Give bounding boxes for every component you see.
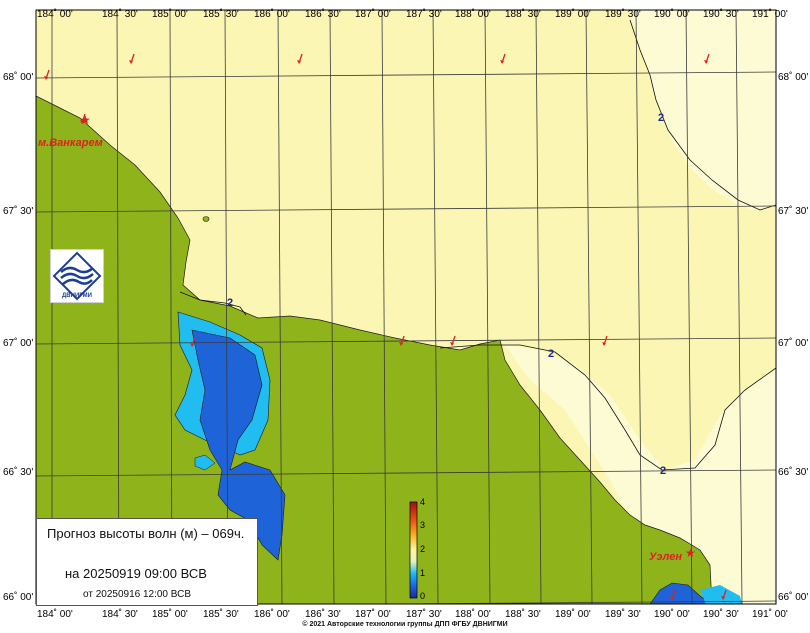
svg-text:67˚ 00': 67˚ 00' [3,337,33,349]
svg-text:68˚ 00': 68˚ 00' [778,71,808,83]
svg-text:185˚ 30': 185˚ 30' [203,8,239,20]
svg-text:66˚ 30': 66˚ 30' [778,466,808,478]
svg-text:191˚ 00': 191˚ 00' [752,608,788,620]
colorbar-tick: 4 [420,497,425,507]
strait-water-light [700,585,742,604]
place-label-uelen: Уэлен [649,551,682,563]
wave-contour-2 [629,19,776,211]
longitude-labels-top: 184˚ 00' 184˚ 30' 185˚ 00' 185˚ 30' 186˚… [37,8,788,20]
svg-text:189˚ 30': 189˚ 30' [605,608,641,620]
svg-text:186˚ 00': 186˚ 00' [254,8,290,20]
dvnigmi-logo: ДВНИГМИ [50,249,104,303]
longitude-labels-bottom: 184˚ 00' 184˚ 30' 185˚ 00' 185˚ 30' 186˚… [37,608,788,620]
svg-text:188˚ 00': 188˚ 00' [455,608,491,620]
svg-text:186˚ 30': 186˚ 30' [305,8,341,20]
svg-text:189˚ 30': 189˚ 30' [605,8,641,20]
forecast-valid-time: на 20250919 09:00 ВСВ [65,566,207,581]
wave-contour-2-south [439,344,776,471]
svg-text:190˚ 30': 190˚ 30' [703,608,739,620]
svg-text:187˚ 30': 187˚ 30' [406,608,442,620]
colorbar: 4 3 2 1 0 [409,497,425,601]
svg-text:66˚ 30': 66˚ 30' [3,466,33,478]
svg-text:67˚ 30': 67˚ 30' [778,205,808,217]
colorbar-tick: 1 [420,568,425,578]
svg-text:185˚ 30': 185˚ 30' [203,608,239,620]
svg-text:187˚ 30': 187˚ 30' [406,8,442,20]
svg-text:189˚ 00': 189˚ 00' [555,608,591,620]
svg-text:66˚ 00': 66˚ 00' [3,591,33,603]
colorbar-tick: 3 [420,520,425,530]
vankarem-marker: ★ [80,113,91,127]
uelen-marker: ★ [685,546,696,560]
wave-contour-2-lagoon [179,291,247,316]
svg-text:190˚ 30': 190˚ 30' [703,8,739,20]
svg-text:189˚ 00': 189˚ 00' [555,8,591,20]
svg-text:187˚ 00': 187˚ 00' [355,608,391,620]
colorbar-tick: 2 [420,544,425,554]
svg-text:185˚ 00': 185˚ 00' [152,8,188,20]
svg-text:188˚ 30': 188˚ 30' [505,8,541,20]
svg-text:184˚ 30': 184˚ 30' [102,8,138,20]
latitude-labels-left: 68˚ 00' 67˚ 30' 67˚ 00' 66˚ 30' 66˚ 00' [3,71,33,603]
svg-text:188˚ 30': 188˚ 30' [505,608,541,620]
land-area [36,95,713,604]
forecast-info-box: Прогноз высоты волн (м) – 069ч. на 20250… [36,518,258,606]
svg-text:186˚ 30': 186˚ 30' [305,608,341,620]
svg-text:185˚ 00': 185˚ 00' [152,608,188,620]
forecast-issued-time: от 20250916 12:00 ВСВ [83,589,192,600]
lagoon-small [194,454,216,471]
contour-label: 2 [227,297,233,309]
svg-text:187˚ 00': 187˚ 00' [355,8,391,20]
svg-text:68˚ 00': 68˚ 00' [3,71,33,83]
contour-label: 2 [548,348,554,360]
contour-label: 2 [660,465,666,477]
svg-text:67˚ 30': 67˚ 30' [3,205,33,217]
graticule [36,10,776,604]
svg-text:ДВНИГМИ: ДВНИГМИ [62,293,92,299]
svg-text:190˚ 00': 190˚ 00' [654,8,690,20]
svg-text:184˚ 30': 184˚ 30' [102,608,138,620]
forecast-title: Прогноз высоты волн (м) – 069ч. [47,526,245,541]
svg-text:186˚ 00': 186˚ 00' [254,608,290,620]
svg-text:184˚ 00': 184˚ 00' [37,608,73,620]
copyright-notice: © 2021 Авторские технологии группы ДПП Ф… [302,621,508,628]
strait-water [649,582,713,604]
svg-text:184˚ 00': 184˚ 00' [37,8,73,20]
svg-text:188˚ 00': 188˚ 00' [455,8,491,20]
svg-text:66˚ 00': 66˚ 00' [778,591,808,603]
contour-label: 2 [658,112,664,124]
svg-text:191˚ 00': 191˚ 00' [752,8,788,20]
svg-text:67˚ 00': 67˚ 00' [778,337,808,349]
island [202,216,210,222]
latitude-labels-right: 68˚ 00' 67˚ 30' 67˚ 00' 66˚ 30' 66˚ 00' [778,71,808,603]
lagoon-deep [191,329,286,561]
map-border [35,9,777,605]
place-label-vankarem: м.Ванкарем [38,137,103,149]
colorbar-tick: 0 [420,591,425,601]
svg-text:190˚ 00': 190˚ 00' [654,608,690,620]
sea-zone-light [630,10,776,210]
